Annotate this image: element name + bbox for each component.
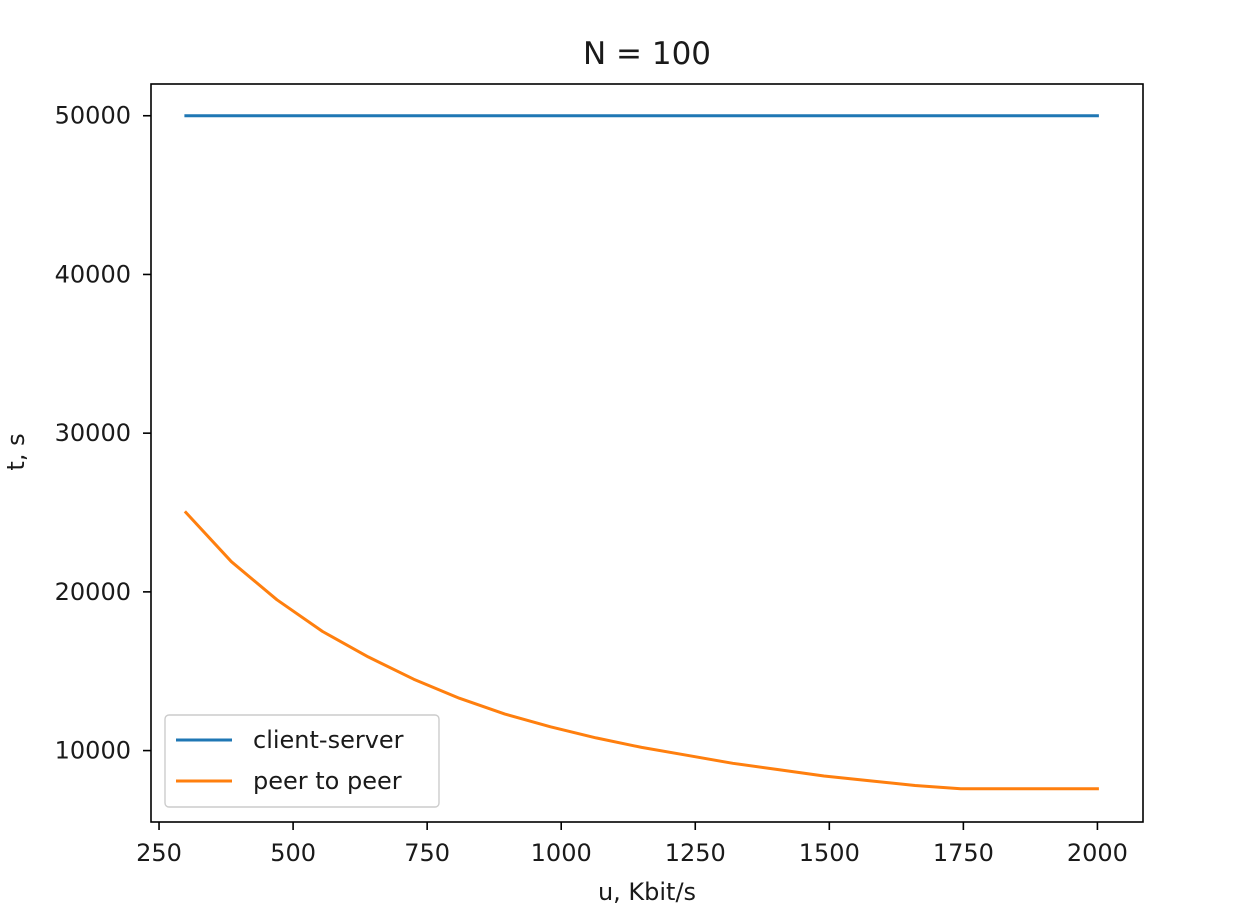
y-tick-label: 40000 bbox=[55, 260, 131, 288]
x-tick-label: 250 bbox=[136, 839, 182, 867]
x-axis-label: u, Kbit/s bbox=[598, 878, 696, 906]
y-tick-label: 10000 bbox=[55, 737, 131, 765]
legend-label-client-server: client-server bbox=[253, 726, 404, 754]
x-tick-label: 1250 bbox=[665, 839, 726, 867]
x-tick-label: 1000 bbox=[531, 839, 592, 867]
y-tick-label: 50000 bbox=[55, 102, 131, 130]
y-axis-ticks: 10000 20000 30000 40000 50000 bbox=[55, 102, 151, 765]
series-line-peer-to-peer bbox=[183, 510, 1099, 791]
x-tick-label: 750 bbox=[404, 839, 450, 867]
x-tick-label: 1500 bbox=[799, 839, 860, 867]
x-tick-label: 2000 bbox=[1067, 839, 1128, 867]
x-tick-label: 1750 bbox=[933, 839, 994, 867]
x-axis-ticks: 250 500 750 1000 1250 1500 1750 2000 bbox=[136, 822, 1128, 867]
x-tick-label: 500 bbox=[270, 839, 316, 867]
chart-title: N = 100 bbox=[583, 36, 711, 72]
series-layer bbox=[183, 114, 1099, 791]
y-tick-label: 30000 bbox=[55, 419, 131, 447]
y-tick-label: 20000 bbox=[55, 578, 131, 606]
plot-frame bbox=[150, 83, 1144, 823]
legend: client-server peer to peer bbox=[164, 714, 440, 808]
legend-box bbox=[164, 714, 440, 808]
y-axis-label: t, s bbox=[2, 433, 30, 470]
legend-label-peer-to-peer: peer to peer bbox=[253, 767, 402, 795]
